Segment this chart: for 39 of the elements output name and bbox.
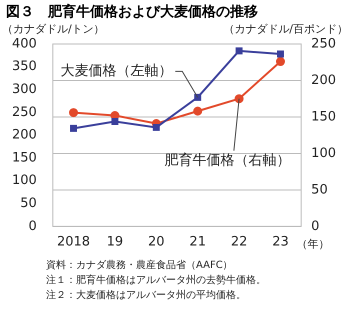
y-tick-label: 250 [12, 104, 37, 120]
point [70, 124, 77, 132]
y-tick-label: 300 [12, 82, 37, 97]
point [69, 108, 78, 118]
x-tick-label: 22 [230, 234, 248, 250]
point [111, 118, 118, 125]
y-tick-label: 0 [28, 218, 37, 234]
x-tick-label: 23 [272, 234, 289, 250]
y2-tick-label: 100 [311, 146, 336, 161]
point [236, 47, 243, 54]
point [193, 106, 202, 116]
y2-tick-label: 50 [311, 182, 328, 198]
point [152, 124, 160, 131]
series-label: 大麦価格（左軸） [60, 63, 172, 79]
y-tick-label: 100 [12, 173, 37, 188]
y2-tick-label: 150 [311, 109, 336, 124]
series-label: 肥育牛価格（右軸） [164, 151, 291, 168]
y-tick-label: 350 [12, 59, 37, 74]
text: 注２：大麦価格はアルバータ州の平均価格。 [46, 288, 247, 303]
y2-tick-label: 200 [311, 72, 336, 88]
point [276, 57, 285, 66]
y2-tick-label: 0 [311, 218, 320, 234]
y-tick-label: 50 [20, 196, 37, 211]
x-tick-label: 2018 [56, 234, 90, 250]
y2-tick-label: 250 [311, 36, 336, 52]
y-tick-label: 400 [12, 36, 37, 52]
x-axis-title: （年） [296, 237, 330, 250]
x-tick-label: 19 [106, 234, 124, 250]
x-tick-label: 20 [148, 234, 165, 250]
y-tick-label: 200 [12, 128, 37, 143]
point [234, 94, 244, 104]
y2-axis-title: （カナダドル/百ポンド） [223, 22, 348, 36]
x-tick-label: 21 [189, 234, 206, 250]
text: 注１：肥育牛価格はアルバータ州の去勢牛価格。 [46, 274, 267, 288]
y-tick-label: 150 [12, 150, 37, 166]
y-axis-title: （カナダドル/トン） [2, 22, 105, 36]
text: 資料：カナダ農務・農産食品省（AAFC） [46, 258, 234, 273]
chart-title: 図３ 肥育牛価格および大麦価格の推移 [5, 2, 259, 22]
point [277, 50, 284, 58]
